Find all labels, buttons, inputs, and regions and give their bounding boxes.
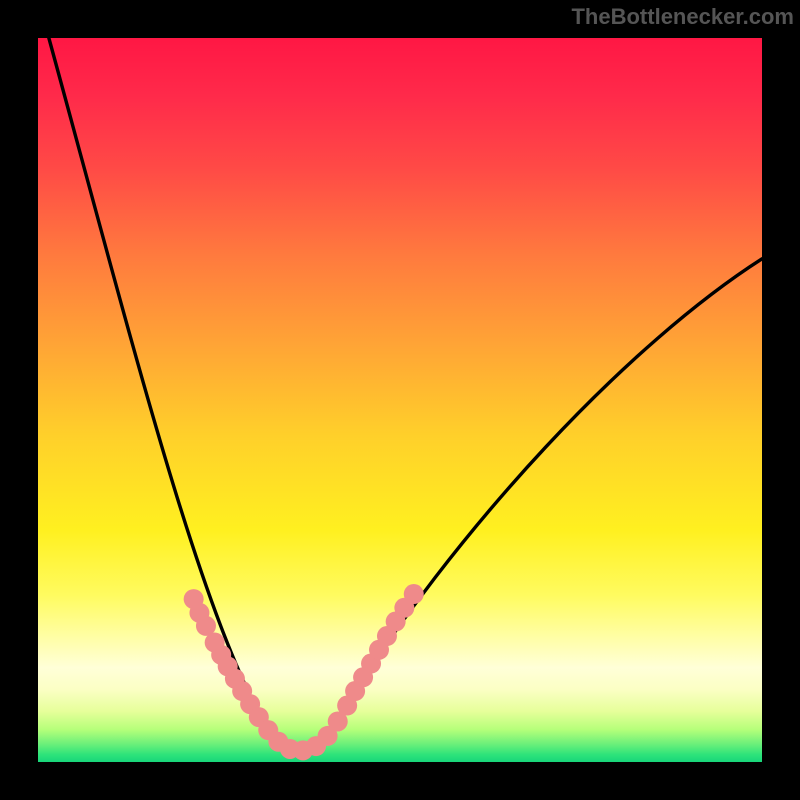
plot-area [38, 38, 762, 762]
bottleneck-chart: TheBottlenecker.com [0, 0, 800, 800]
marker-dot [404, 584, 424, 604]
chart-svg [0, 0, 800, 800]
